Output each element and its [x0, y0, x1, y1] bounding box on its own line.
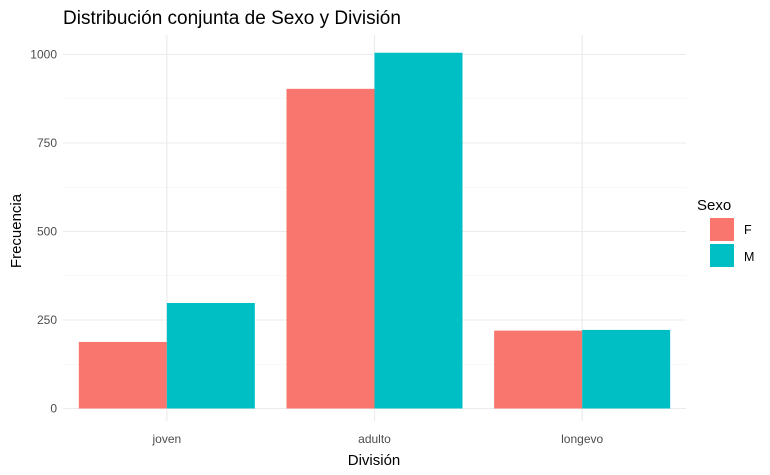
- x-axis-title: División: [348, 452, 401, 469]
- x-tick-label: longevo: [561, 432, 603, 446]
- chart-title: Distribución conjunta de Sexo y División: [63, 8, 401, 29]
- bar-m-adulto: [374, 52, 463, 409]
- legend-title: Sexo: [697, 197, 731, 214]
- x-tick-label: adulto: [358, 432, 391, 446]
- legend: Sexo F M: [697, 197, 754, 267]
- bar-f-joven: [78, 341, 167, 409]
- bar-m-joven: [166, 303, 255, 409]
- legend-label-f: F: [744, 223, 752, 237]
- y-tick-label: 750: [37, 136, 57, 150]
- legend-swatch-f: [710, 218, 734, 241]
- y-tick-label: 1000: [30, 48, 57, 62]
- bar-m-longevo: [582, 329, 671, 409]
- y-tick-label: 500: [37, 225, 57, 239]
- y-tick-label: 0: [50, 402, 57, 416]
- legend-swatch-m: [710, 244, 734, 267]
- bars: [78, 52, 671, 409]
- bar-f-longevo: [494, 330, 583, 409]
- bar-f-adulto: [286, 88, 375, 409]
- legend-label-m: M: [744, 250, 754, 264]
- x-tick-label: joven: [151, 432, 181, 446]
- y-axis-title: Frecuencia: [8, 193, 25, 268]
- y-axis-ticks: 0 250 500 750 1000: [30, 48, 57, 416]
- x-axis-ticks: joven adulto longevo: [151, 432, 603, 446]
- y-tick-label: 250: [37, 313, 57, 327]
